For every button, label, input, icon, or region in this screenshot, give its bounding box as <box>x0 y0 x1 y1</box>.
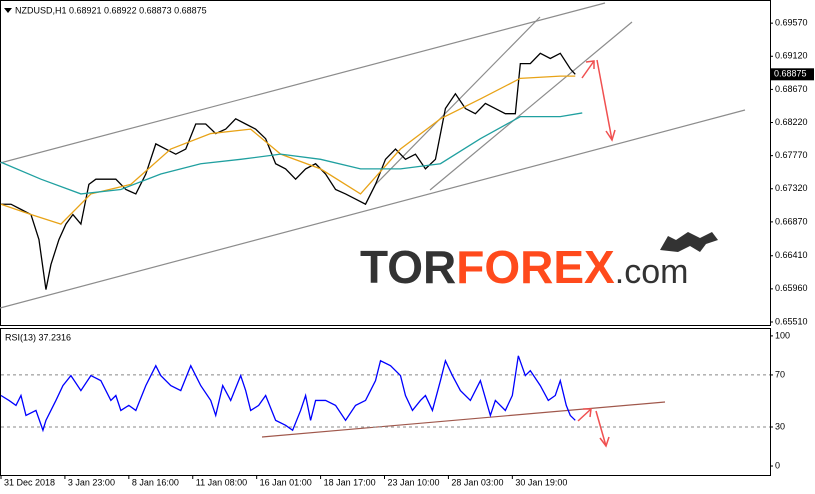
y-tick-label: 0.67320 <box>775 183 808 193</box>
series-line <box>0 355 576 433</box>
x-tick-label: 8 Jan 16:00 <box>132 477 179 487</box>
x-tick-label: 31 Dec 2018 <box>4 477 55 487</box>
y-tick-label: 0.66870 <box>775 216 808 226</box>
x-tick-label: 11 Jan 08:00 <box>196 477 247 487</box>
y-tick-label: 100 <box>775 330 790 340</box>
x-tick-label: 30 Jan 19:00 <box>515 477 567 487</box>
rsi-trend-line <box>261 401 666 438</box>
y-tick-label: 70 <box>775 369 785 379</box>
trend-lines <box>0 2 746 309</box>
watermark: TORFOREX.com <box>360 241 688 293</box>
price-header: NZDUSD,H1 0.68921 0.68922 0.68873 0.6887… <box>15 5 207 15</box>
series-line <box>0 112 583 195</box>
y-tick-label: 0.69570 <box>775 18 808 28</box>
rsi-pane <box>0 328 771 476</box>
y-tick-label: 0.65510 <box>775 316 808 326</box>
y-tick-label: 30 <box>775 421 785 431</box>
y-tick-label: 0.68670 <box>775 84 808 94</box>
watermark-part: FOREX <box>456 241 615 293</box>
x-tick-label: 3 Jan 23:00 <box>68 477 115 487</box>
header-icon <box>4 8 12 13</box>
last-price-box <box>771 68 814 81</box>
series-line <box>1 52 576 290</box>
y-tick-label: 0.66410 <box>775 250 808 260</box>
x-tick-label: 28 Jan 03:00 <box>451 477 503 487</box>
watermark-part: .com <box>615 253 689 291</box>
x-tick-label: 16 Jan 01:00 <box>260 477 312 487</box>
y-tick-label: 0.67770 <box>775 150 808 160</box>
x-tick-label: 23 Jan 10:00 <box>388 477 440 487</box>
last-price-label: 0.68875 <box>774 69 807 79</box>
forecast-arrows <box>577 59 616 448</box>
x-tick-label: 18 Jan 17:00 <box>324 477 376 487</box>
y-tick-label: 0 <box>775 460 780 470</box>
bull-logo <box>660 232 718 252</box>
y-tick-label: 0.69120 <box>775 51 808 61</box>
y-tick-label: 0.68220 <box>775 117 808 127</box>
series-line <box>0 75 576 225</box>
watermark-part: TOR <box>360 241 456 293</box>
rsi-header: RSI(13) 37.2316 <box>5 332 71 342</box>
y-tick-label: 0.65960 <box>775 283 808 293</box>
